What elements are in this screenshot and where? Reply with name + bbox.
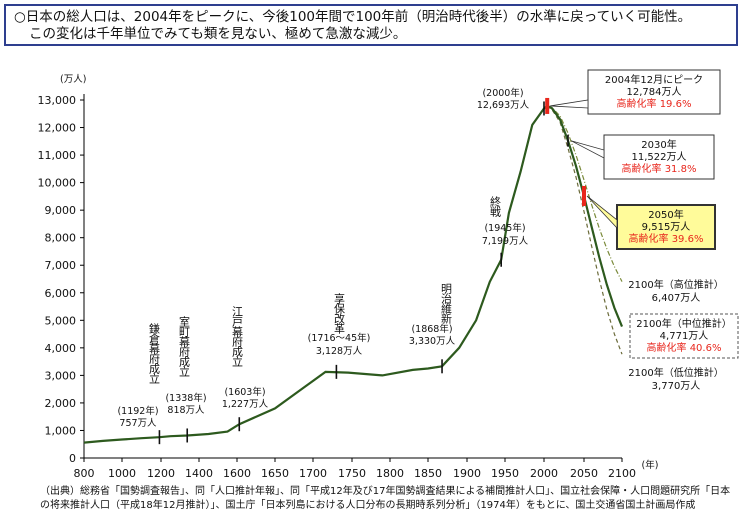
event-year-war-end: (1945年) [484, 222, 525, 234]
source-line-1: （出典）総務省「国勢調査報告」、同「人口推計年報」、同「平成12年及び17年国勢… [40, 486, 731, 497]
x-tick-label: 1650 [261, 467, 289, 480]
event-pop-war-end: 7,199万人 [482, 236, 529, 247]
event-pop-edo: 1,227万人 [222, 399, 269, 410]
peak-2004-callout-line-2: 12,784万人 [627, 86, 682, 98]
x-tick-label: 1900 [453, 467, 481, 480]
y-tick-label: 13,000 [38, 94, 77, 107]
y-tick-label: 8,000 [45, 232, 77, 245]
x-tick-label: 1400 [185, 467, 213, 480]
x-tick-label: 1700 [299, 467, 327, 480]
peak-2004-callout-line-3: 高齢化率 19.6% [617, 97, 692, 110]
event-label-edo: 江戸幕府成立 [231, 306, 244, 367]
y2050-callout-box [616, 204, 716, 250]
peak-2004-callout-line-1: 2004年12月にピーク [605, 73, 703, 86]
y2030-callout-box [603, 134, 715, 180]
peak-2004-callout-box [587, 69, 721, 115]
x-tick-label: 1950 [491, 467, 519, 480]
y-tick-label: 5,000 [45, 314, 77, 327]
y2050-callout-line-3: 高齢化率 39.6% [629, 232, 704, 245]
event-year-kyoho: (1716～45年) [308, 332, 371, 344]
y-tick-label: 2,000 [45, 397, 77, 410]
x-tick-label: 1750 [338, 467, 366, 480]
event-label-muromachi: 室町幕府成立 [178, 315, 191, 377]
low-2100-line-1: 2100年（低位推計） [628, 366, 723, 379]
series-line-low-projection [546, 105, 623, 355]
y2050-marker [582, 185, 586, 206]
series-line-historical [83, 105, 548, 444]
x-tick-label: 800 [74, 467, 95, 480]
y-tick-label: 7,000 [45, 259, 77, 272]
mid-2100-callout-line-1: 2100年（中位推計） [636, 317, 731, 330]
y-axis-unit-label: (万人) [60, 74, 86, 85]
y2050-pointer [586, 195, 618, 230]
x-tick-label: 2000 [530, 467, 558, 480]
y-tick-label: 1,000 [45, 424, 77, 437]
y2050-callout-line-1: 2050年 [648, 208, 683, 221]
x-tick-label: 1850 [414, 467, 442, 480]
high-2100-line-2: 6,407万人 [652, 292, 701, 304]
event-label-war-end: 終戦 [489, 195, 502, 218]
peak-2004-pointer [550, 99, 589, 109]
event-year-meiji: (1868年) [411, 323, 452, 335]
y-tick-label: 4,000 [45, 342, 77, 355]
headline-box: ○日本の総人口は、2004年をピークに、今後100年間で100年前（明治時代後半… [4, 4, 738, 46]
low-2100-line-2: 3,770万人 [652, 380, 701, 392]
x-tick-label: 1200 [147, 467, 175, 480]
y2030-callout-line-3: 高齢化率 31.8% [622, 162, 697, 175]
y2050-callout-line-2: 9,515万人 [642, 221, 691, 233]
peak-2000-year: (2000年) [482, 87, 523, 99]
x-tick-label: 1000 [108, 467, 136, 480]
headline-line-2: この変化は千年単位でみても類を見ない、極めて急激な減少。 [29, 26, 407, 42]
y-tick-label: 0 [69, 452, 76, 465]
x-tick-label: 1600 [223, 467, 251, 480]
y-tick-label: 6,000 [45, 287, 77, 300]
source-note: （出典）総務省「国勢調査報告」、同「人口推計年報」、同「平成12年及び17年国勢… [40, 485, 740, 513]
event-year-muromachi: (1338年) [165, 392, 206, 404]
y2030-pointer [570, 140, 605, 159]
event-pop-muromachi: 818万人 [167, 405, 205, 416]
mid-2100-callout-box [629, 313, 739, 359]
event-pop-kyoho: 3,128万人 [316, 346, 363, 357]
y-tick-label: 12,000 [38, 122, 77, 135]
event-pop-kamakura: 757万人 [119, 418, 157, 429]
headline-line-1: ○日本の総人口は、2004年をピークに、今後100年間で100年前（明治時代後半… [14, 9, 692, 25]
x-tick-label: 2100 [608, 467, 636, 480]
y2030-callout-line-1: 2030年 [641, 138, 676, 151]
y-tick-label: 3,000 [45, 369, 77, 382]
peak-2000-pop: 12,693万人 [477, 100, 530, 111]
peak-2004-marker [545, 97, 550, 114]
mid-2100-callout-line-3: 高齢化率 40.6% [647, 341, 722, 354]
y2030-callout-line-2: 11,522万人 [632, 151, 687, 163]
y-tick-label: 10,000 [38, 177, 77, 190]
high-2100-line-1: 2100年（高位推計） [628, 278, 723, 291]
x-tick-label: 2050 [570, 467, 598, 480]
y-tick-label: 11,000 [38, 149, 77, 162]
event-label-kyoho: 享保改革 [333, 292, 346, 334]
series-line-high-projection [546, 105, 623, 282]
source-line-2: の将来推計人口（平成18年12月推計）」、国土庁「日本列島における人口分布の長期… [40, 500, 696, 511]
event-label-meiji: 明治維新 [440, 283, 453, 324]
x-tick-label: 1800 [376, 467, 404, 480]
x-axis-unit-label: (年) [642, 459, 659, 471]
event-year-kamakura: (1192年) [117, 405, 158, 417]
mid-2100-callout-line-2: 4,771万人 [660, 330, 709, 342]
event-label-kamakura: 鎌倉幕府成立 [148, 322, 161, 384]
y-tick-label: 9,000 [45, 204, 77, 217]
event-pop-meiji: 3,330万人 [409, 336, 456, 347]
event-year-edo: (1603年) [224, 386, 265, 398]
